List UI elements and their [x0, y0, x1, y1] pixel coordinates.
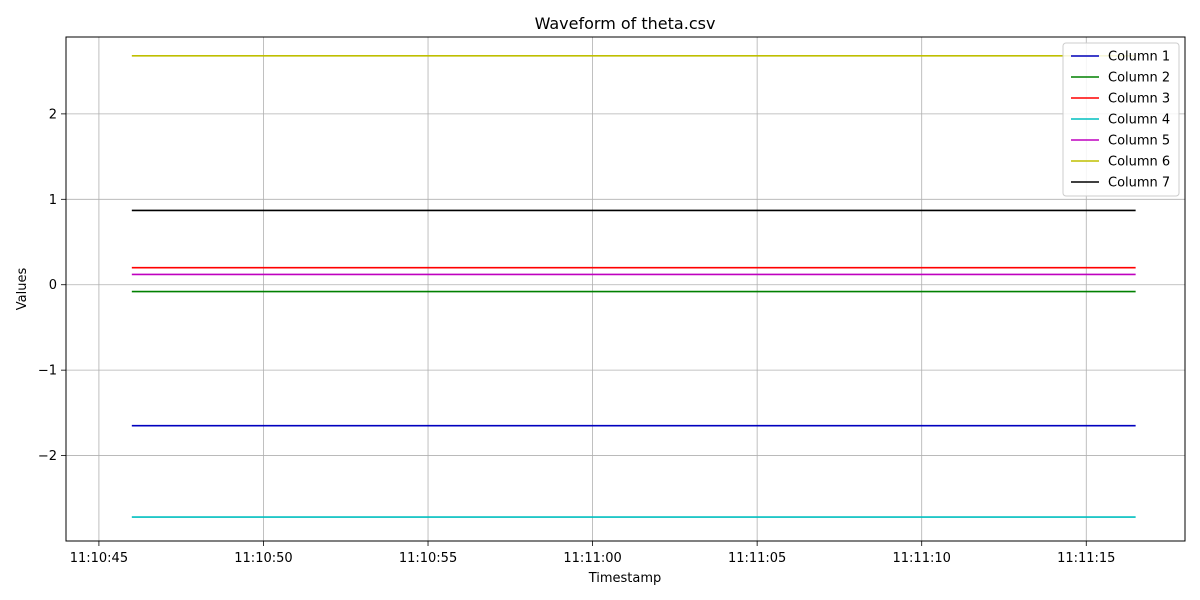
y-axis-ticks: −2 −1 0 1 2	[38, 107, 66, 464]
series-lines	[131, 54, 1136, 518]
plot-frame	[65, 36, 1186, 542]
legend-label: Column 5	[1108, 134, 1170, 149]
y-axis-label: Values	[15, 268, 30, 311]
legend-label: Column 6	[1108, 155, 1170, 170]
legend-label: Column 1	[1108, 50, 1170, 65]
x-tick-label: 11:11:15	[1057, 551, 1115, 566]
x-tick-label: 11:11:00	[563, 551, 621, 566]
legend-box	[1062, 42, 1180, 197]
x-axis-label: Timestamp	[588, 571, 662, 586]
legend-label: Column 7	[1108, 176, 1170, 191]
x-axis-ticks: 11:10:45 11:10:50 11:10:55 11:11:00 11:11:05…	[70, 541, 1115, 566]
x-tick-label: 11:11:05	[728, 551, 786, 566]
chart-title: Waveform of theta.csv	[535, 14, 716, 33]
legend-label: Column 3	[1108, 92, 1170, 107]
grid	[66, 37, 1185, 541]
x-tick-label: 11:11:10	[893, 551, 951, 566]
y-tick-label: −1	[38, 364, 57, 379]
x-tick-label: 11:10:55	[399, 551, 457, 566]
legend-label: Column 4	[1108, 113, 1170, 128]
legend-label: Column 2	[1108, 71, 1170, 86]
y-tick-label: 2	[49, 107, 57, 122]
y-tick-label: 1	[49, 193, 57, 208]
x-tick-label: 11:10:45	[70, 551, 128, 566]
x-tick-label: 11:10:50	[234, 551, 292, 566]
legend: Column 1 Column 2 Column 3 Column 4 Column 5…	[1062, 42, 1180, 197]
y-tick-label: 0	[49, 278, 57, 293]
y-tick-label: −2	[38, 449, 57, 464]
